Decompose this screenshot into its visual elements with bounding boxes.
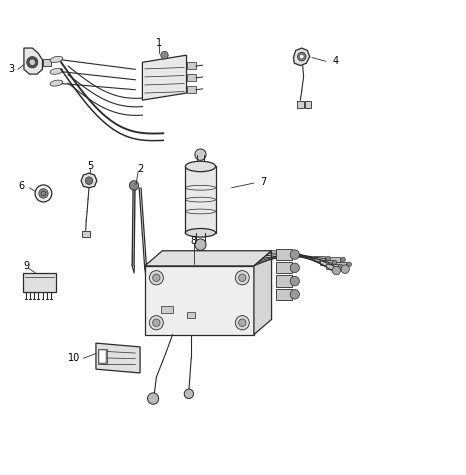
Polygon shape	[143, 55, 186, 100]
Polygon shape	[145, 266, 254, 334]
Circle shape	[332, 260, 337, 265]
Circle shape	[326, 256, 330, 261]
Bar	[23, 273, 56, 292]
Ellipse shape	[50, 57, 63, 62]
Bar	[186, 62, 196, 69]
Circle shape	[153, 274, 160, 282]
Circle shape	[195, 239, 206, 250]
Circle shape	[341, 265, 350, 274]
Circle shape	[153, 319, 160, 326]
Bar	[82, 231, 90, 237]
Text: 1: 1	[156, 38, 162, 48]
Bar	[186, 86, 196, 93]
Circle shape	[235, 271, 249, 285]
Circle shape	[130, 180, 139, 190]
Bar	[305, 101, 311, 108]
Circle shape	[148, 393, 158, 404]
Circle shape	[150, 316, 163, 330]
Bar	[276, 262, 293, 274]
Bar	[329, 256, 340, 262]
Bar	[98, 349, 107, 364]
Polygon shape	[96, 343, 140, 373]
Bar	[186, 313, 195, 318]
Circle shape	[27, 57, 38, 68]
Circle shape	[29, 59, 35, 66]
Ellipse shape	[50, 80, 63, 86]
Ellipse shape	[185, 228, 216, 237]
Polygon shape	[254, 251, 272, 334]
Text: 4: 4	[332, 57, 338, 66]
Circle shape	[235, 316, 249, 330]
Bar	[276, 249, 293, 260]
Circle shape	[290, 263, 300, 273]
Circle shape	[290, 250, 300, 259]
Circle shape	[338, 264, 343, 269]
Text: 9: 9	[23, 261, 29, 271]
Circle shape	[290, 290, 300, 299]
Ellipse shape	[185, 161, 216, 171]
Circle shape	[85, 177, 93, 184]
Circle shape	[239, 319, 246, 326]
Circle shape	[290, 276, 300, 286]
Circle shape	[332, 266, 341, 275]
Text: 2: 2	[137, 164, 143, 174]
Text: 7: 7	[260, 177, 267, 187]
Text: 10: 10	[68, 353, 80, 363]
Circle shape	[341, 257, 345, 262]
Circle shape	[35, 185, 52, 202]
Bar	[186, 74, 196, 81]
Text: 8: 8	[191, 236, 197, 247]
Text: 5: 5	[87, 162, 93, 171]
Bar	[314, 256, 325, 261]
Circle shape	[150, 271, 163, 285]
Circle shape	[239, 274, 246, 282]
Polygon shape	[294, 48, 310, 66]
Circle shape	[195, 149, 206, 160]
Text: 3: 3	[8, 65, 14, 75]
Bar	[42, 59, 51, 66]
Circle shape	[39, 189, 48, 198]
Bar	[185, 166, 216, 233]
Bar	[276, 276, 293, 287]
Polygon shape	[81, 173, 97, 188]
Ellipse shape	[50, 68, 63, 74]
Text: 6: 6	[19, 181, 25, 191]
Circle shape	[161, 51, 168, 59]
Bar	[276, 289, 293, 300]
Circle shape	[300, 54, 304, 59]
Bar	[297, 101, 304, 108]
Bar	[99, 350, 106, 363]
Circle shape	[298, 52, 306, 61]
Bar	[161, 306, 172, 314]
Bar	[320, 260, 332, 266]
Polygon shape	[145, 251, 272, 266]
Bar	[335, 262, 346, 267]
Bar	[326, 264, 338, 269]
Circle shape	[347, 262, 351, 266]
Polygon shape	[24, 48, 42, 74]
Circle shape	[184, 389, 193, 399]
